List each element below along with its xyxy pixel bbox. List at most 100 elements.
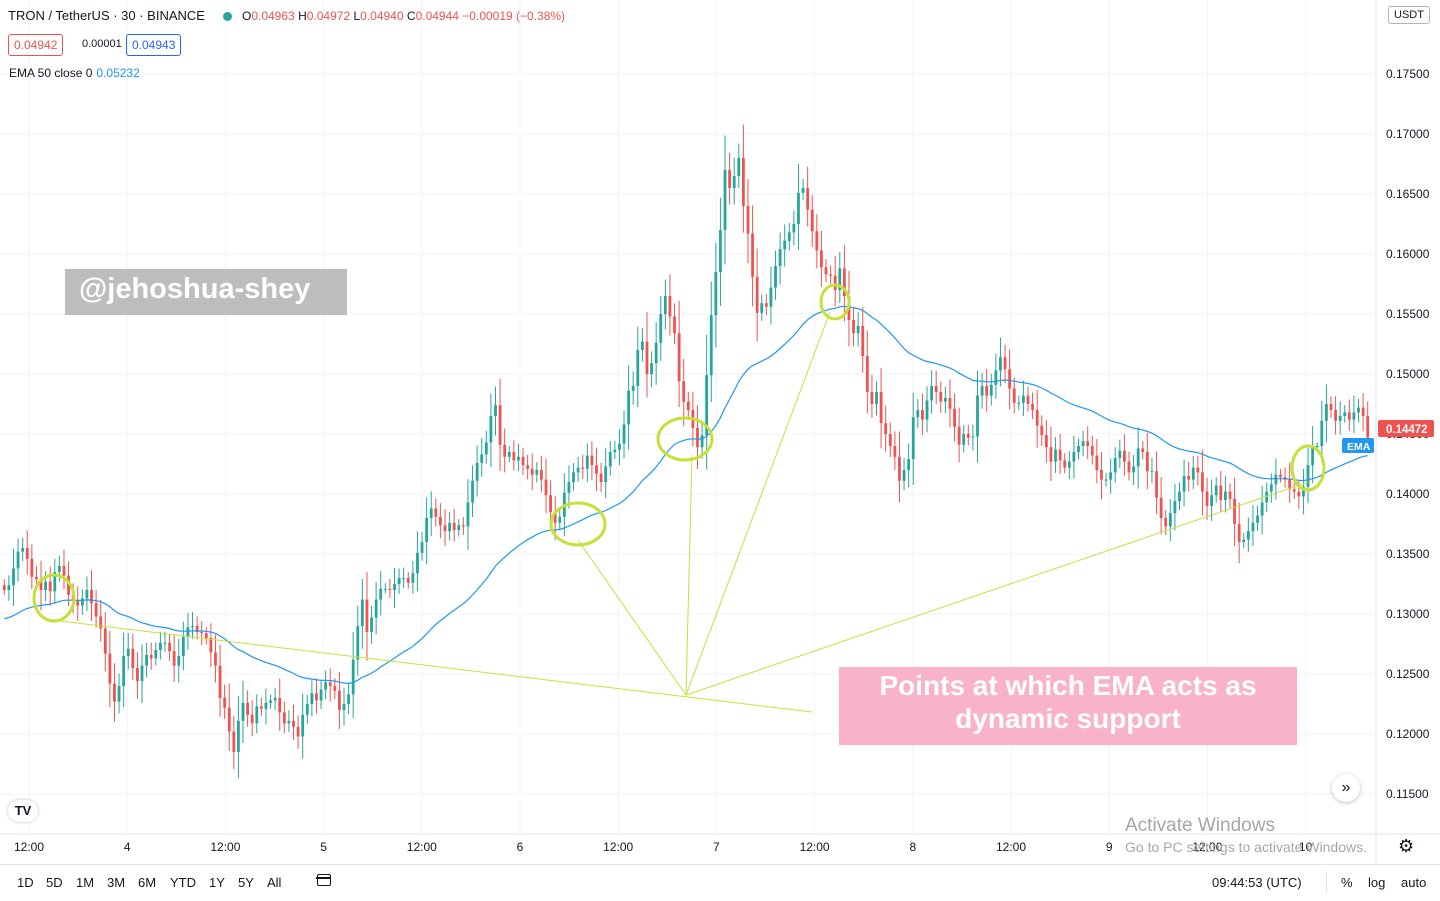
candle-body (1150, 471, 1154, 473)
candle-body (829, 274, 833, 276)
candle-body (875, 392, 878, 404)
candle-body (1132, 466, 1135, 473)
candle-body (471, 480, 474, 503)
candle-body (948, 398, 952, 409)
range-1d[interactable]: 1D (17, 875, 34, 890)
range-5y[interactable]: 5Y (238, 875, 254, 890)
candle-body (416, 552, 419, 574)
candle-body (328, 682, 332, 686)
candle-body (356, 626, 360, 660)
candle-body (636, 350, 640, 386)
symbol-title[interactable]: TRON / TetherUS · 30 · BINANCE (8, 8, 205, 23)
candle-body (1228, 491, 1232, 499)
candle-body (521, 456, 525, 466)
candle-body (732, 176, 736, 188)
candle-body (526, 465, 530, 469)
candle-body (383, 588, 387, 590)
candle-body (333, 686, 337, 691)
candle-body (700, 435, 704, 448)
percent-scale-toggle[interactable]: % (1341, 875, 1353, 890)
candle-body (1343, 412, 1347, 416)
candle-body (1233, 498, 1236, 524)
candle-body (925, 400, 929, 420)
auto-scale-toggle[interactable]: auto (1401, 875, 1427, 890)
trend-line (685, 311, 831, 696)
candle-body (1063, 460, 1067, 468)
candle-body (980, 386, 984, 396)
candle-body (939, 392, 943, 402)
candle-body (576, 467, 580, 473)
calendar-icon[interactable] (316, 874, 331, 886)
candle-body (292, 720, 295, 727)
range-ytd[interactable]: YTD (170, 875, 196, 890)
trend-line (685, 454, 693, 696)
gear-icon[interactable]: ⚙ (1398, 836, 1415, 856)
candle-body (833, 275, 837, 290)
candle-body (705, 375, 709, 436)
log-scale-toggle[interactable]: log (1368, 875, 1386, 890)
candle-body (1155, 471, 1158, 498)
price-tick-label: 0.12000 (1386, 727, 1430, 741)
candle-body (475, 462, 479, 481)
candle-body (558, 516, 562, 523)
support-annotations (32, 283, 1326, 713)
range-5d[interactable]: 5D (46, 875, 63, 890)
candle-body (131, 648, 135, 668)
ema-legend[interactable]: EMA 50 close 0 0.05232 (9, 66, 140, 80)
candle-body (1026, 395, 1030, 404)
time-scale[interactable]: 12:00 4 12:00 5 12:00 6 12:00 7 12:00 8 12:00 9 12:0… (14, 840, 1313, 854)
bid-box[interactable]: 0.04942 (8, 34, 64, 56)
candle-body (1256, 515, 1259, 523)
candle-body (907, 459, 911, 470)
range-1y[interactable]: 1Y (209, 875, 225, 890)
price-tick-label: 0.14000 (1386, 487, 1430, 501)
candle-body (544, 479, 548, 496)
currency-selector[interactable]: USDT (1388, 6, 1430, 24)
candle-body (503, 444, 507, 457)
candle-body (1123, 450, 1126, 462)
range-3m[interactable]: 3M (107, 875, 126, 890)
range-1m[interactable]: 1M (76, 875, 95, 890)
candle-body (1008, 369, 1012, 389)
candle-body (1292, 489, 1296, 492)
ema-scale-tag: EMA (1347, 441, 1371, 453)
candle-body (764, 303, 768, 307)
candle-body (232, 731, 236, 752)
candle-body (1311, 446, 1315, 466)
range-6m[interactable]: 6M (138, 875, 157, 890)
tradingview-logo-icon[interactable]: TV (8, 800, 38, 822)
candle-body (976, 395, 979, 437)
support-circle (1290, 444, 1326, 492)
candle-body (1072, 452, 1076, 462)
candle-body (223, 698, 227, 708)
utc-clock[interactable]: 09:44:53 (UTC) (1212, 875, 1302, 890)
trend-line (577, 539, 687, 696)
candle-body (1237, 524, 1241, 542)
last-price-tag: 0.14472 EMA (1342, 420, 1434, 453)
candle-body (2, 585, 6, 590)
candle-body (590, 455, 594, 466)
candle-body (269, 700, 272, 703)
candle-body (1090, 446, 1094, 456)
candle-body (581, 467, 585, 469)
candle-body (627, 390, 631, 425)
time-tick-label: 7 (713, 840, 720, 854)
candle-body (751, 233, 754, 277)
price-scale[interactable]: 0.17500 0.17000 0.16500 0.16000 0.15500 0.150… (1386, 67, 1430, 801)
candle-body (191, 626, 194, 628)
ask-box[interactable]: 0.04943 (126, 34, 182, 56)
time-tick-label: 12:00 (407, 840, 437, 854)
candle-body (443, 525, 447, 532)
support-circle (32, 573, 76, 623)
price-tick-label: 0.15000 (1386, 367, 1430, 381)
candle-body (1306, 465, 1310, 487)
time-tick-label: 12:00 (996, 840, 1026, 854)
candle-body (673, 316, 676, 334)
candle-body (507, 452, 511, 457)
scroll-to-realtime-button[interactable]: » (1332, 774, 1360, 802)
range-all[interactable]: All (267, 875, 282, 890)
candle-body (1191, 467, 1195, 480)
candle-body (659, 314, 663, 343)
candle-body (186, 627, 190, 637)
